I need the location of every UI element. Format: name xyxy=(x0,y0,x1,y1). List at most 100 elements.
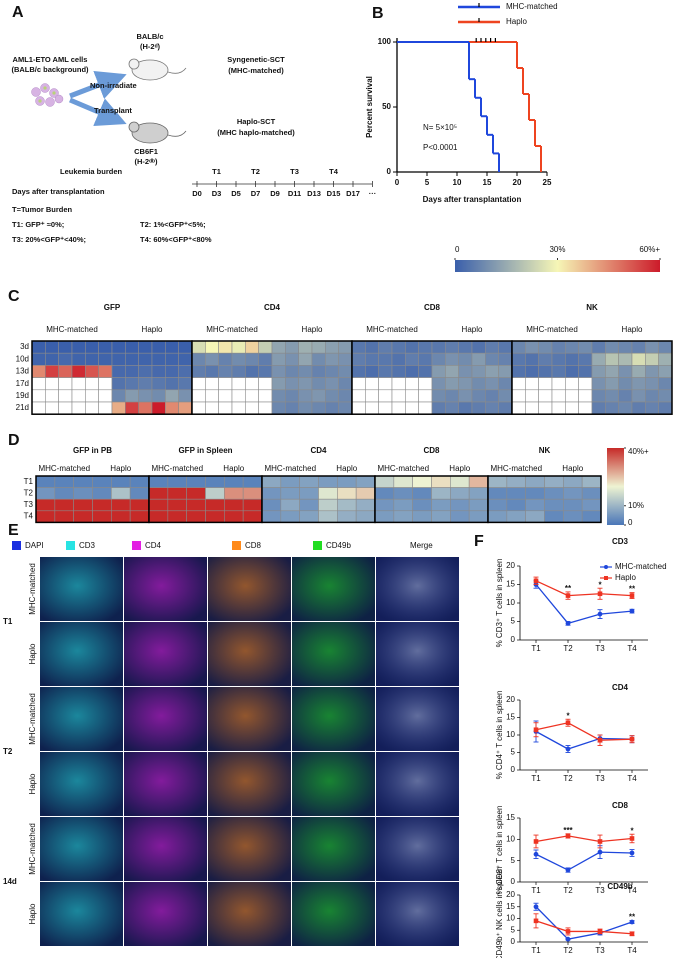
empty-cell xyxy=(45,377,59,391)
colorbar-label: 10% xyxy=(628,501,644,510)
heat-cell xyxy=(458,352,473,366)
empty-cell xyxy=(511,401,526,415)
arrow xyxy=(69,97,127,127)
heat-cell xyxy=(393,498,413,512)
group-label: Haplo xyxy=(562,464,583,473)
heat-cell xyxy=(325,389,339,403)
series-line xyxy=(535,835,633,843)
heat-cell xyxy=(167,498,187,512)
heat-cell xyxy=(605,389,619,403)
empty-cell xyxy=(418,377,433,391)
y-tick-label: 5 xyxy=(511,617,516,626)
empty-cell xyxy=(85,377,99,391)
micrograph-signal xyxy=(208,687,291,751)
heat-cell xyxy=(92,475,112,488)
micrograph-signal xyxy=(292,752,375,816)
heat-cell xyxy=(242,510,263,523)
empty-cell xyxy=(191,401,206,415)
heat-cell xyxy=(125,389,139,403)
y-tick-label: 0 xyxy=(387,167,392,176)
heat-cell xyxy=(35,510,56,523)
heat-cell xyxy=(618,377,633,391)
heat-cell xyxy=(645,340,659,354)
heat-cell xyxy=(618,352,633,366)
legend-item: T1: GFP⁺ ≈0%; xyxy=(12,220,64,229)
significance: * xyxy=(630,826,634,835)
day-label: D17 xyxy=(346,189,360,198)
y-tick-label: 5 xyxy=(511,748,516,757)
empty-cell xyxy=(71,377,86,391)
point xyxy=(629,836,635,841)
legend-swatch xyxy=(232,541,241,550)
heat-cell xyxy=(418,352,433,366)
panel-letter: C xyxy=(8,288,20,305)
empty-cell xyxy=(258,401,273,415)
heat-cell xyxy=(578,352,593,366)
days-label: Days after transplantation xyxy=(12,187,105,196)
heat-cell xyxy=(544,510,564,523)
legend-swatch xyxy=(132,541,141,550)
colorbar-label: 40%+ xyxy=(628,447,649,456)
heat-cell xyxy=(498,340,513,354)
heat-cell xyxy=(591,377,606,391)
heat-cell xyxy=(468,475,489,488)
heat-cell xyxy=(318,510,338,523)
model-label: (MHC-matched) xyxy=(228,66,284,75)
heat-cell xyxy=(337,510,357,523)
heat-cell xyxy=(338,401,353,415)
heat-cell xyxy=(393,510,413,523)
empty-cell xyxy=(578,377,593,391)
chart-title: CD3 xyxy=(612,537,629,546)
series-line xyxy=(535,722,633,741)
point xyxy=(565,833,571,839)
empty-cell xyxy=(405,401,419,415)
heat-cell xyxy=(58,340,73,354)
heat-cell xyxy=(355,475,376,488)
panel-header: GFP in Spleen xyxy=(178,446,232,455)
heat-cell xyxy=(591,340,606,354)
heat-cell xyxy=(468,498,489,512)
heat-cell xyxy=(125,401,139,415)
heat-cell xyxy=(280,475,300,488)
heat-cell xyxy=(54,475,74,488)
panel-header: CD4 xyxy=(310,446,327,455)
heat-cell xyxy=(151,352,166,366)
series-line xyxy=(535,906,633,940)
empty-cell xyxy=(245,401,259,415)
y-tick-label: 10 xyxy=(506,914,515,923)
heat-cell xyxy=(98,352,113,366)
x-tick-label: 15 xyxy=(483,178,492,187)
row-group-label: T1 xyxy=(3,617,13,626)
heat-cell xyxy=(325,401,339,415)
heat-cell xyxy=(538,340,553,354)
significance: ** xyxy=(629,913,636,922)
x-tick-label: 0 xyxy=(395,178,400,187)
heat-cell xyxy=(431,487,451,500)
panel-header: CD8 xyxy=(423,446,440,455)
heat-cell xyxy=(445,389,459,403)
heat-cell xyxy=(261,475,282,488)
heat-cell xyxy=(85,352,99,366)
micrograph-signal xyxy=(40,882,123,946)
point xyxy=(533,851,539,857)
heat-cell xyxy=(311,401,326,415)
model-label: (MHC haplo-matched) xyxy=(217,128,295,137)
strain-label: (H-2ᵈᵇ) xyxy=(135,157,158,166)
heat-cell xyxy=(338,389,353,403)
micrograph-signal xyxy=(376,557,459,621)
heat-cell xyxy=(525,487,545,500)
legend-label: CD49b xyxy=(326,541,351,550)
heat-cell xyxy=(125,377,139,391)
y-tick-label: 10 xyxy=(506,834,515,843)
x-tick-label: T1 xyxy=(531,644,541,653)
heat-cell xyxy=(298,377,313,391)
heat-cell xyxy=(544,498,564,512)
heat-cell xyxy=(511,340,526,354)
colorbar xyxy=(607,448,624,525)
micrograph-signal xyxy=(208,882,291,946)
strain-label: CB6F1 xyxy=(134,147,158,156)
heat-cell xyxy=(138,401,153,415)
heat-cell xyxy=(165,377,179,391)
heat-cell xyxy=(58,352,73,366)
legend-label: CD3 xyxy=(79,541,96,550)
